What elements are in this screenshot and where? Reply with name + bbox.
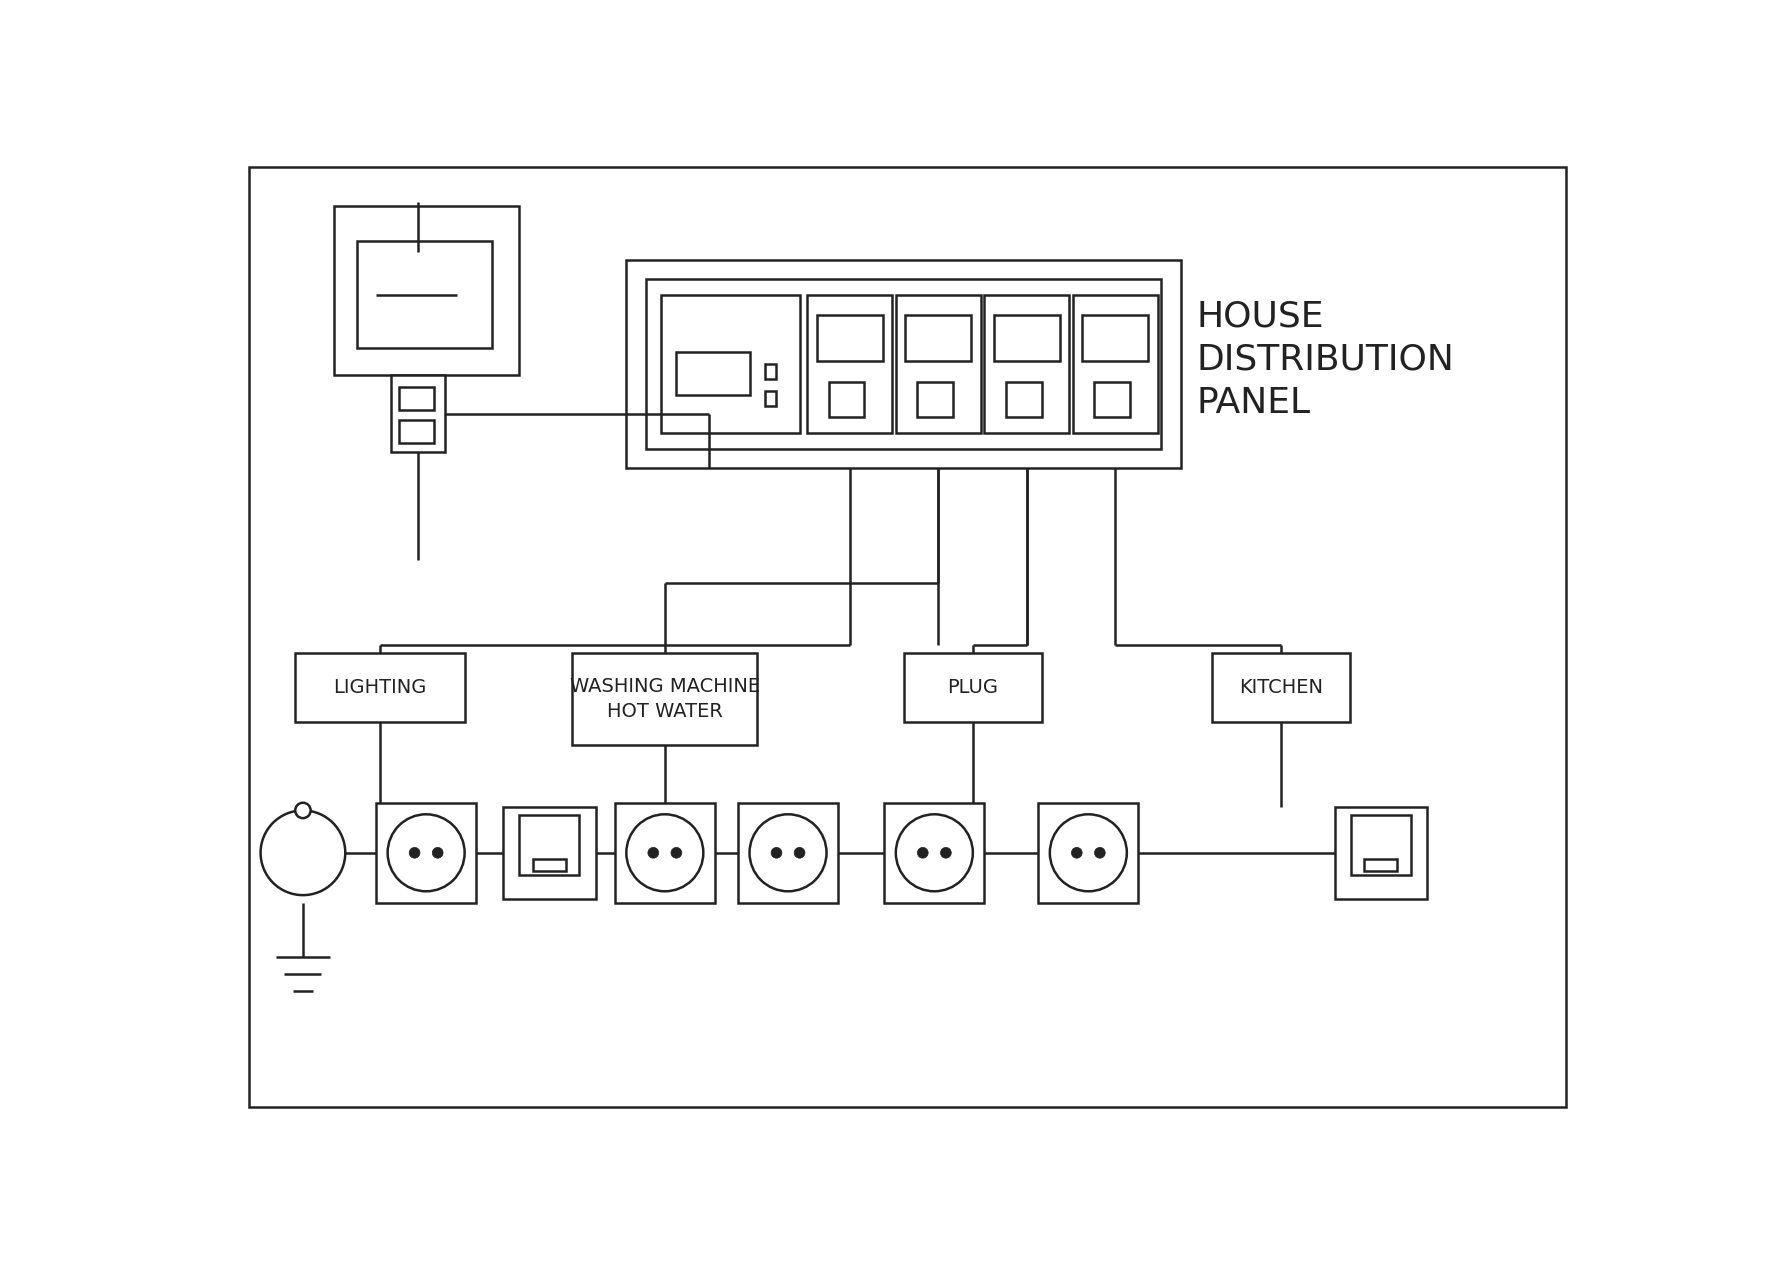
Text: PLUG: PLUG xyxy=(948,677,998,697)
Bar xyxy=(985,295,1069,433)
Bar xyxy=(737,803,838,903)
Bar xyxy=(1212,653,1350,721)
Bar xyxy=(376,803,477,903)
Bar xyxy=(817,315,882,361)
Circle shape xyxy=(672,847,682,859)
Circle shape xyxy=(794,847,804,859)
Bar xyxy=(615,803,714,903)
Bar xyxy=(572,653,757,745)
Bar xyxy=(1006,382,1042,416)
Bar xyxy=(333,206,519,376)
Circle shape xyxy=(750,815,826,892)
Bar xyxy=(356,241,491,348)
Bar xyxy=(1038,803,1138,903)
Circle shape xyxy=(941,847,952,859)
Circle shape xyxy=(296,803,310,818)
Circle shape xyxy=(1072,847,1083,859)
Bar xyxy=(392,376,445,453)
Bar xyxy=(808,295,891,433)
Bar xyxy=(296,653,464,721)
Bar xyxy=(905,315,971,361)
Circle shape xyxy=(918,847,929,859)
Bar xyxy=(519,816,579,875)
Circle shape xyxy=(432,847,443,859)
Circle shape xyxy=(260,811,346,895)
Bar xyxy=(897,295,980,433)
Bar xyxy=(677,352,750,395)
Bar xyxy=(626,260,1180,468)
Text: WASHING MACHINE
HOT WATER: WASHING MACHINE HOT WATER xyxy=(571,677,760,721)
Bar xyxy=(1334,807,1426,899)
Circle shape xyxy=(1049,815,1127,892)
Bar xyxy=(884,803,985,903)
Bar xyxy=(829,382,865,416)
Circle shape xyxy=(409,847,420,859)
Circle shape xyxy=(897,815,973,892)
Bar xyxy=(994,315,1060,361)
Bar xyxy=(503,807,595,899)
Text: LIGHTING: LIGHTING xyxy=(333,677,427,697)
Bar xyxy=(645,279,1161,449)
Bar xyxy=(766,364,776,380)
Bar xyxy=(1364,859,1398,870)
Circle shape xyxy=(626,815,703,892)
Circle shape xyxy=(649,847,659,859)
Bar xyxy=(766,391,776,406)
Bar xyxy=(1350,816,1411,875)
Circle shape xyxy=(1095,847,1106,859)
Bar xyxy=(533,859,565,870)
Bar xyxy=(1095,382,1131,416)
Circle shape xyxy=(388,815,464,892)
Bar xyxy=(918,382,953,416)
Bar xyxy=(1083,315,1148,361)
Text: HOUSE
DISTRIBUTION
PANEL: HOUSE DISTRIBUTION PANEL xyxy=(1196,300,1455,420)
Circle shape xyxy=(771,847,781,859)
Bar xyxy=(399,420,434,443)
Bar xyxy=(904,653,1042,721)
Bar xyxy=(1072,295,1157,433)
Bar xyxy=(408,226,431,252)
Text: KITCHEN: KITCHEN xyxy=(1239,677,1324,697)
Bar xyxy=(661,295,799,433)
Bar xyxy=(399,387,434,410)
